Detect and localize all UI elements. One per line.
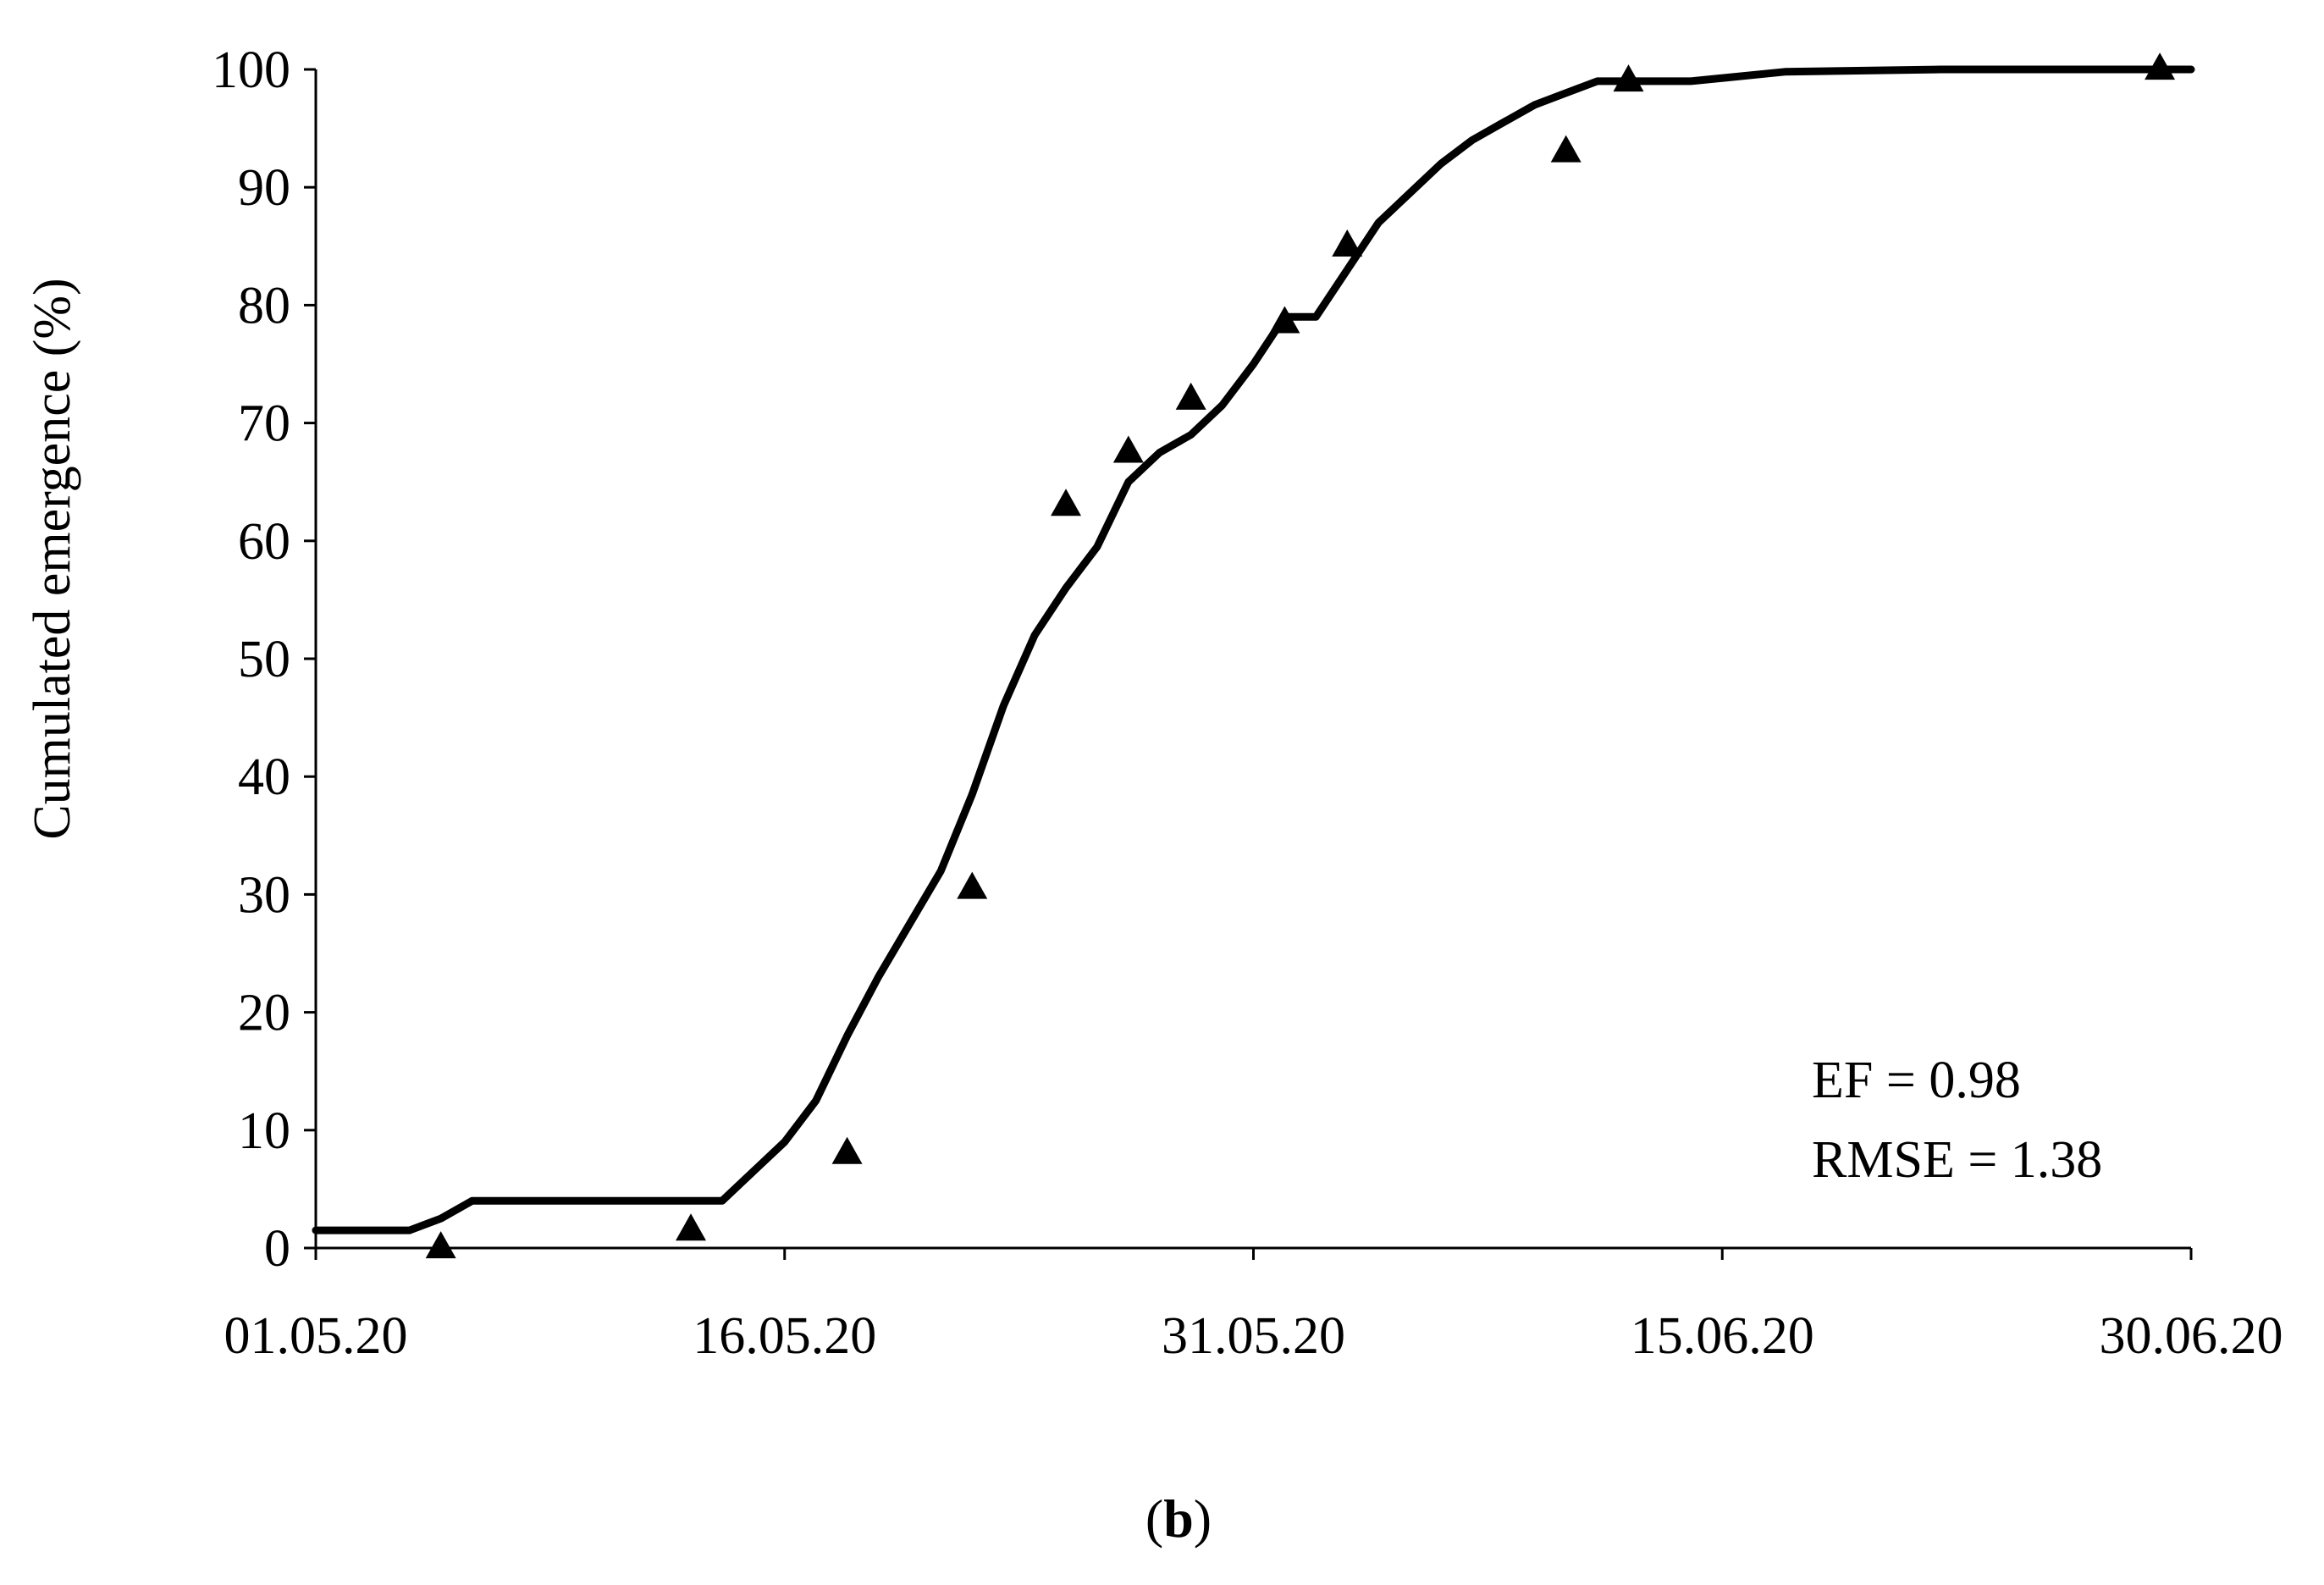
y-tick-label: 20 (238, 985, 290, 1042)
y-tick-label: 100 (212, 41, 290, 99)
observed-point-marker (676, 1213, 706, 1241)
y-tick-label: 40 (238, 748, 290, 806)
rmse-annotation: RMSE = 1.38 (1812, 1131, 2102, 1189)
observed-point-marker (957, 871, 988, 899)
panel-label: (b) (1145, 1488, 1212, 1549)
observed-point-marker (831, 1136, 863, 1164)
y-tick-label: 10 (238, 1102, 290, 1160)
plot-area: 01.05.20 16.05.20 31.05.20 15.06.20 30.06.20… (212, 41, 2283, 1365)
x-tick-label: 30.06.20 (2100, 1307, 2283, 1365)
x-axis-ticks: 01.05.20 16.05.20 31.05.20 15.06.20 30.06.20 (224, 1248, 2283, 1365)
observed-point-marker (1550, 135, 1582, 163)
observed-point-marker (425, 1231, 456, 1259)
observed-point-marker (1175, 382, 1206, 410)
observed-emergence-series (425, 52, 2176, 1259)
observed-point-marker (1613, 64, 1644, 92)
x-tick-label: 31.05.20 (1162, 1307, 1345, 1365)
y-tick-label: 90 (238, 159, 290, 217)
observed-point-marker (2145, 52, 2176, 80)
y-tick-label: 0 (264, 1220, 290, 1278)
simulated-emergence-line (312, 65, 2195, 1234)
observed-point-marker (1332, 229, 1363, 257)
y-axis-title: Cumulated emergence (%) (24, 278, 81, 839)
y-tick-label: 60 (238, 513, 290, 571)
y-tick-label: 80 (238, 277, 290, 334)
y-tick-label: 70 (238, 395, 290, 453)
x-tick-label: 15.06.20 (1631, 1307, 1814, 1365)
x-tick-label: 01.05.20 (224, 1307, 408, 1365)
observed-point-marker (1112, 435, 1144, 463)
panel-label-close: ) (1194, 1488, 1212, 1549)
observed-point-marker (1269, 306, 1300, 334)
y-tick-label: 50 (238, 631, 290, 688)
observed-point-marker (1051, 489, 1081, 516)
ef-annotation: EF = 0.98 (1812, 1052, 2021, 1109)
panel-label-open: ( (1145, 1488, 1163, 1549)
y-tick-label: 30 (238, 866, 290, 924)
y-axis-ticks: 0 10 20 30 40 50 60 70 80 90 100 (212, 41, 316, 1278)
x-tick-label: 16.05.20 (693, 1307, 876, 1365)
panel-label-letter: b (1163, 1488, 1194, 1549)
simulated-emergence-series (312, 65, 2195, 1234)
